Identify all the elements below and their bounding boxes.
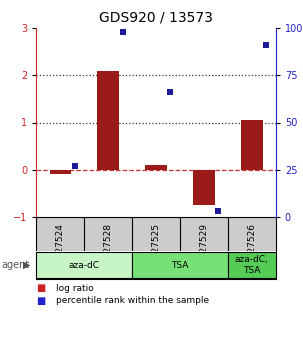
Bar [241, 120, 263, 170]
Text: GSM27524: GSM27524 [56, 224, 65, 273]
Text: agent: agent [2, 260, 30, 270]
Text: GSM27525: GSM27525 [152, 224, 161, 273]
Text: ■: ■ [36, 296, 46, 306]
Text: GSM27526: GSM27526 [247, 224, 256, 273]
Bar [132, 252, 228, 278]
Text: percentile rank within the sample: percentile rank within the sample [56, 296, 209, 305]
Text: TSA: TSA [171, 260, 189, 269]
Text: aza-dC: aza-dC [69, 260, 100, 269]
Text: GSM27528: GSM27528 [104, 224, 113, 273]
Title: GDS920 / 13573: GDS920 / 13573 [99, 10, 213, 24]
Text: aza-dC,
TSA: aza-dC, TSA [235, 255, 269, 275]
Bar [193, 170, 215, 205]
Text: GSM27529: GSM27529 [199, 224, 208, 273]
Bar [97, 70, 119, 170]
Text: log ratio: log ratio [56, 284, 94, 293]
Text: ■: ■ [36, 283, 46, 293]
Text: ▶: ▶ [23, 260, 30, 270]
Bar [49, 170, 71, 175]
Bar [36, 252, 132, 278]
Bar [145, 165, 167, 170]
Bar [228, 252, 276, 278]
